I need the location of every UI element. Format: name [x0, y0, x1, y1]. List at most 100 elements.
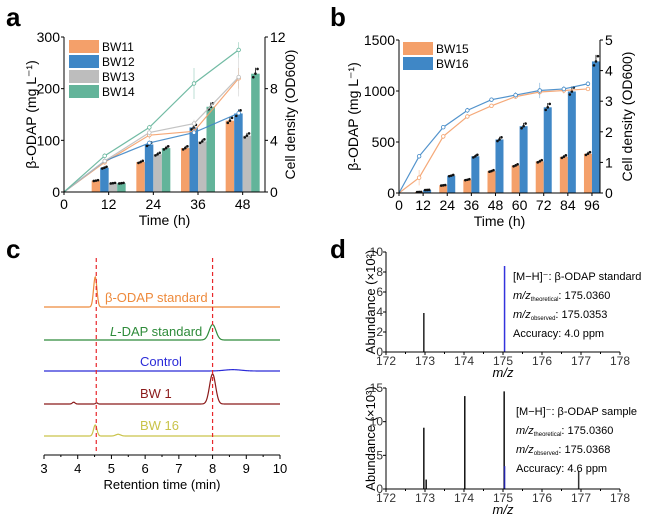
bar-bw16-12: [423, 189, 432, 193]
y-tick-label: 0: [376, 482, 383, 496]
replicate-dot: [145, 144, 149, 148]
trace-bw-1: [44, 373, 280, 405]
x-tick-label: 84: [560, 197, 576, 213]
legend-label-bw15: BW15: [436, 42, 469, 56]
bar-bw15-96: [583, 153, 592, 193]
replicate-dot: [443, 183, 447, 187]
x-tick-label: 175: [493, 354, 513, 368]
y-axis-title: Abundance (×10³): [363, 386, 378, 490]
bar-bw16-96: [591, 61, 600, 193]
bar-bw15-84: [559, 156, 568, 193]
x-tick-label: 177: [571, 491, 591, 505]
replicate-dot: [427, 188, 431, 192]
replicate-dot: [96, 178, 100, 182]
replicate-dot: [496, 139, 499, 143]
trace-l-dap-standard: [44, 323, 280, 341]
replicate-dot: [451, 173, 455, 177]
x-tick-label: 9: [243, 461, 250, 476]
y2-tick-label: 4: [270, 132, 278, 148]
replicate-dot: [203, 138, 206, 141]
x-tick-label: 12: [101, 196, 117, 212]
trace-label: L-DAP standard: [110, 324, 202, 339]
x-tick-label: 176: [532, 354, 552, 368]
replicate-dot: [512, 164, 515, 168]
replicate-dot: [113, 181, 117, 185]
replicate-dot: [137, 161, 140, 165]
replicate-dot: [141, 159, 145, 163]
x-tick-label: 176: [532, 491, 552, 505]
panel-label-b: b: [330, 2, 346, 32]
legend-label-bw12: BW12: [102, 55, 135, 69]
bar-bw14-48: [251, 73, 260, 192]
replicate-dot: [439, 184, 443, 187]
x-tick-label: 175: [493, 491, 513, 505]
x-tick-label: 173: [415, 354, 435, 368]
annotation-title: [M−H]⁻: β-ODAP standard: [513, 271, 641, 283]
replicate-dot: [564, 154, 568, 157]
y-tick-label: 0: [52, 184, 60, 200]
od-point: [147, 140, 152, 146]
od-point: [102, 153, 107, 159]
y-tick-label: 10: [370, 415, 384, 429]
od-point: [191, 121, 197, 126]
replicate-dot: [92, 179, 96, 183]
x-tick-label: 0: [60, 196, 68, 212]
replicate-dot: [122, 181, 125, 185]
x-tick-label: 72: [536, 197, 552, 213]
replicate-dot: [536, 161, 540, 164]
y-tick-label: 6: [376, 285, 383, 299]
bar-bw14-36: [206, 106, 215, 192]
x-axis-title: m/z: [493, 502, 514, 517]
x-tick-label: 0: [395, 197, 403, 213]
y-axis-title: Abundance (×10²): [363, 250, 378, 354]
replicate-dot: [596, 54, 600, 58]
y-tick-label: 15: [370, 381, 384, 395]
y-tick-label: 1000: [364, 83, 395, 99]
replicate-dot: [166, 145, 170, 148]
od-point: [561, 86, 567, 92]
x-tick-label: 178: [610, 491, 630, 505]
y2-tick-label: 3: [605, 93, 613, 109]
y2-tick-label: 4: [605, 63, 613, 79]
x-tick-label: 12: [415, 197, 431, 213]
trace-control: [44, 369, 280, 372]
x-tick-label: 60: [512, 197, 528, 213]
od-point: [585, 86, 591, 92]
panel-label-c: c: [6, 234, 20, 264]
replicate-dot: [472, 156, 475, 159]
bar-bw11-24: [136, 162, 145, 192]
bar-bw13-48: [242, 135, 252, 192]
y-tick-label: 8: [376, 265, 383, 279]
replicate-dot: [592, 64, 596, 67]
replicate-dot: [251, 75, 255, 79]
trace-label: BW 1: [140, 386, 172, 401]
replicate-dot: [239, 109, 242, 112]
od-point: [236, 74, 241, 80]
replicate-dot: [500, 136, 503, 139]
replicate-dot: [100, 167, 104, 170]
chart-d-bottom: 172 173 174 175 176 177 178 0 5 10 15 m/z Abundance …: [363, 381, 637, 517]
bar-bw15-48: [487, 171, 496, 193]
replicate-dot: [117, 182, 121, 185]
bar-bw16-36: [471, 156, 480, 193]
annotation-observed: m/zobserved: 175.0353: [513, 309, 607, 322]
legend-label-bw11: BW11: [102, 40, 134, 54]
x-tick-label: 172: [376, 354, 396, 368]
od-point: [441, 125, 446, 130]
x-tick-label: 4: [74, 461, 81, 476]
legend-swatch-bw15: [403, 42, 433, 55]
y-tick-label: 0: [376, 345, 383, 359]
od-point: [147, 130, 152, 135]
x-tick-label: 7: [175, 461, 182, 476]
panel-label-d: d: [330, 234, 346, 264]
x-tick-label: 8: [209, 461, 216, 476]
bar-bw14-12: [117, 183, 126, 192]
od-point: [465, 108, 470, 113]
od-point: [102, 158, 107, 164]
y-tick-label: 1500: [364, 32, 395, 48]
replicate-dot: [584, 153, 588, 157]
x-tick-label: 24: [439, 197, 455, 213]
x-tick-label: 6: [142, 461, 149, 476]
bar-bw11-48: [225, 120, 235, 192]
